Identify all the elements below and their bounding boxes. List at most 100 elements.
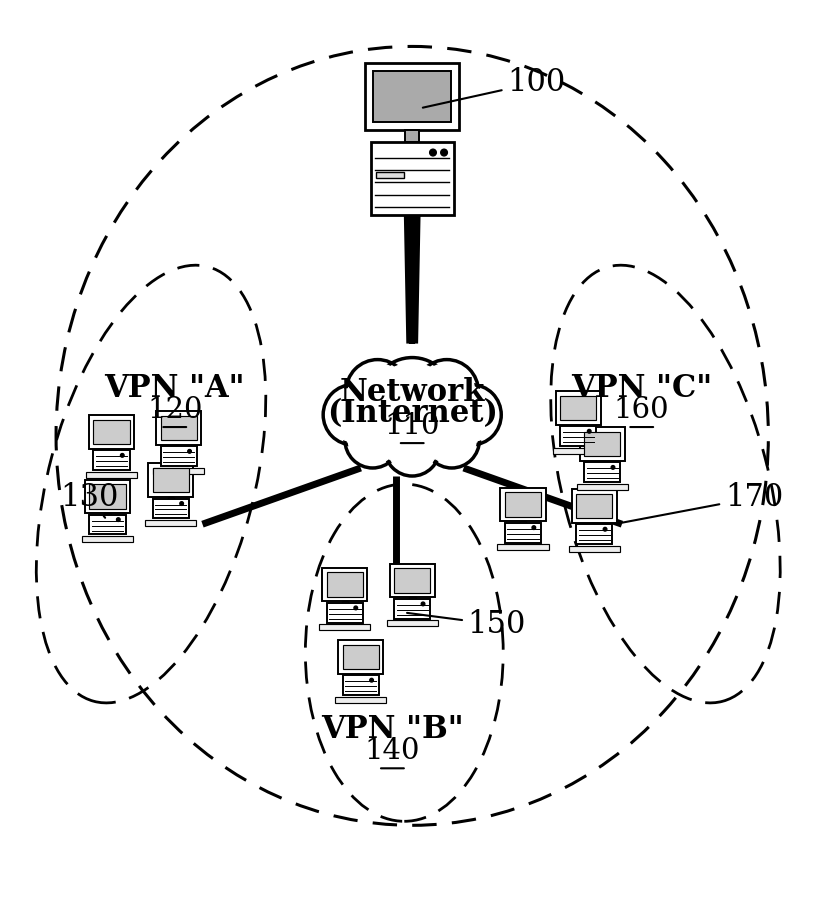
Bar [500,488,545,522]
Bar [497,544,548,550]
Bar [152,468,189,492]
Bar [555,391,601,425]
Bar [89,415,134,449]
Bar [409,597,415,604]
Circle shape [326,388,379,442]
Bar [598,461,605,467]
Bar [93,420,129,444]
Text: 120: 120 [147,396,203,424]
Bar [176,445,182,452]
Text: 170: 170 [616,482,783,523]
Bar [161,446,197,466]
Circle shape [323,385,382,445]
Text: VPN "A": VPN "A" [105,373,245,404]
Circle shape [348,415,397,465]
Bar [108,449,115,455]
Bar [153,467,204,474]
Bar [576,524,612,544]
Text: VPN "B": VPN "B" [321,714,464,745]
Bar [161,416,197,441]
Text: 110: 110 [384,412,440,440]
Bar [569,546,620,552]
Circle shape [427,415,476,465]
Bar [394,599,430,619]
Bar [376,173,404,178]
Bar [145,520,196,526]
Bar [575,425,582,431]
Bar [327,572,363,597]
Circle shape [611,466,615,469]
Circle shape [387,423,437,473]
Bar [327,603,363,623]
Circle shape [421,602,424,605]
Bar [319,625,370,630]
Bar [90,514,125,535]
Circle shape [346,360,409,424]
Bar [86,472,137,477]
Circle shape [588,430,591,433]
Circle shape [445,388,498,442]
Text: VPN "C": VPN "C" [571,373,712,404]
Bar [390,564,434,597]
Bar [156,411,201,445]
Circle shape [353,606,358,610]
Bar [82,536,133,542]
Bar [90,484,125,509]
Text: 160: 160 [614,396,669,424]
Bar [152,499,189,519]
Bar [560,426,596,446]
Bar [553,448,604,454]
Bar [358,673,364,681]
Bar [343,645,378,669]
Bar [591,523,597,530]
Circle shape [424,412,480,468]
Bar [405,131,419,142]
Text: (Internet): (Internet) [326,397,498,429]
Bar [576,484,627,490]
Bar [371,142,453,214]
Circle shape [116,518,120,522]
Circle shape [429,149,436,156]
Circle shape [349,363,405,420]
Bar [322,568,368,602]
Bar [584,463,620,482]
Circle shape [371,358,453,442]
Circle shape [180,501,184,505]
Bar [104,513,110,520]
Bar [338,640,383,673]
Text: 100: 100 [423,67,565,108]
Bar [571,489,616,523]
Text: 140: 140 [364,737,420,765]
Circle shape [441,149,447,156]
Bar [335,696,386,703]
Bar [343,675,378,696]
Text: 130: 130 [60,482,119,518]
Bar [560,396,596,420]
Circle shape [384,420,440,476]
Circle shape [376,362,448,437]
Bar [394,569,430,592]
Bar [519,522,526,528]
Circle shape [188,450,191,454]
Bar [365,63,459,131]
Circle shape [419,363,475,420]
Bar [386,620,438,627]
Text: 150: 150 [407,609,526,640]
Bar [93,451,129,470]
Bar [579,428,625,461]
Bar [167,497,174,504]
Circle shape [120,454,124,457]
Bar [85,479,130,513]
Text: Network: Network [339,377,485,408]
Bar [373,72,451,122]
Bar [341,602,348,608]
Bar [148,464,194,497]
Circle shape [344,412,400,468]
Bar [505,523,541,543]
Circle shape [415,360,478,424]
Circle shape [531,526,536,530]
Circle shape [370,678,373,682]
Bar [584,432,620,456]
Bar [576,494,612,518]
Bar [505,492,541,517]
